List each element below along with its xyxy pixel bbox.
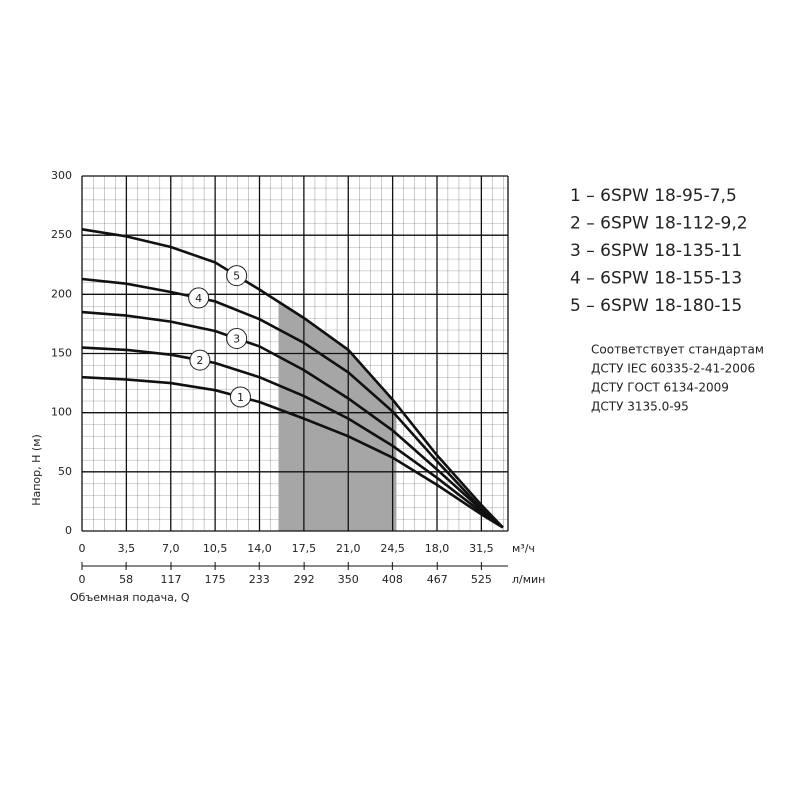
curve-marker-label: 3 [233,332,240,345]
legend-entry: 5 – 6SPW 18-180-15 [570,296,742,316]
curve-marker [226,327,248,349]
y-tick-label: 0 [65,524,72,537]
x-tick-label: 10,5 [203,542,228,555]
x-tick-label: 0 [79,542,86,555]
curve-marker-label: 4 [195,292,202,305]
curve-marker [226,265,248,287]
y-axis-title: Напор, H (м) [30,434,43,506]
legend-entry: 1 – 6SPW 18-95-7,5 [570,186,737,206]
x2-tick-label: 467 [427,573,448,586]
y-tick-label: 250 [51,228,72,241]
x-tick-label: 3,5 [118,542,136,555]
working-range [278,301,397,531]
curve [81,310,504,529]
y-tick-label: 100 [51,406,72,419]
x2-tick-label: 233 [249,573,270,586]
curve [81,277,504,529]
curve-marker [229,386,251,408]
x2-tick-label: 292 [294,573,315,586]
x2-tick-label: 350 [338,573,359,586]
x-axis-title: Объемная подача, Q [70,591,190,604]
x2-tick-label: 408 [382,573,403,586]
x2-tick-label: 525 [471,573,492,586]
legend-entry: 2 – 6SPW 18-112-9,2 [570,214,748,234]
curve [81,375,504,529]
note: ДСТУ 3135.0-95 [591,400,689,414]
x-unit: м³/ч [512,542,535,555]
note: Соответствует стандартам [591,343,764,357]
note: ДСТУ ГОСТ 6134-2009 [591,381,729,395]
x-tick-label: 31,5 [469,542,494,555]
x2-tick-label: 58 [119,573,133,586]
legend-entry: 3 – 6SPW 18-135-11 [570,241,742,261]
y-tick-label: 200 [51,287,72,300]
y-tick-label: 50 [58,465,72,478]
x2-unit: л/мин [512,573,545,586]
y-tick-label: 150 [51,347,72,360]
curve-marker [189,349,211,371]
x-tick-label: 7,0 [162,542,180,555]
curve-marker-label: 2 [196,354,203,367]
curve-marker-label: 5 [233,270,240,283]
x2-tick-label: 0 [79,573,86,586]
legend-entry: 4 – 6SPW 18-155-13 [570,269,742,289]
x-tick-label: 18,0 [425,542,450,555]
curve-marker [188,287,210,309]
x2-tick-label: 117 [161,573,182,586]
note: ДСТУ IEC 60335-2-41-2006 [591,362,755,376]
x-tick-label: 24,5 [380,542,405,555]
x-tick-label: 21,0 [336,542,361,555]
curve [81,228,504,529]
x2-tick-label: 175 [205,573,226,586]
curve [81,346,504,529]
y-tick-label: 300 [51,169,72,182]
x-tick-label: 17,5 [292,542,317,555]
x-tick-label: 14,0 [247,542,272,555]
curve-marker-label: 1 [237,391,244,404]
